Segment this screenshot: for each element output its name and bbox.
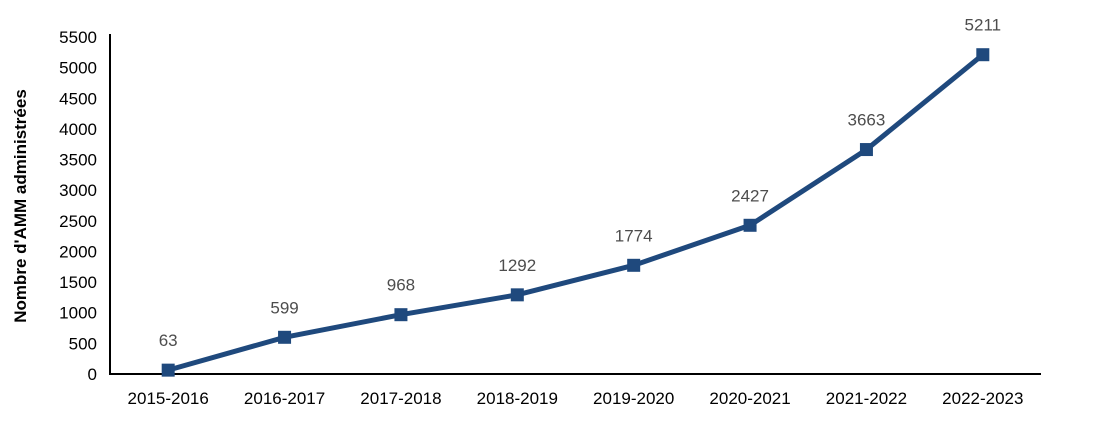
data-point-label: 2427 bbox=[731, 186, 769, 205]
y-tick-label: 5500 bbox=[59, 28, 97, 47]
y-tick-label: 1000 bbox=[59, 304, 97, 323]
data-point-marker bbox=[510, 288, 524, 302]
y-tick-label: 4000 bbox=[59, 120, 97, 139]
data-point-label: 599 bbox=[270, 298, 298, 317]
data-point-label: 5211 bbox=[965, 16, 1002, 35]
y-tick-label: 4500 bbox=[59, 89, 97, 108]
data-point-marker bbox=[627, 258, 641, 272]
data-point-marker bbox=[859, 143, 873, 157]
x-tick-label: 2019-2020 bbox=[593, 389, 674, 408]
x-tick-label: 2020-2021 bbox=[709, 389, 790, 408]
y-tick-label: 3000 bbox=[59, 181, 97, 200]
y-tick-label: 1500 bbox=[59, 273, 97, 292]
data-point-marker bbox=[394, 308, 408, 322]
y-tick-label: 2500 bbox=[59, 212, 97, 231]
y-tick-label: 3500 bbox=[59, 151, 97, 170]
data-point-marker bbox=[743, 218, 757, 232]
y-tick-label: 0 bbox=[88, 365, 97, 384]
data-line bbox=[167, 52, 985, 373]
data-point-marker bbox=[278, 330, 292, 344]
data-point-label: 1774 bbox=[615, 226, 653, 245]
y-tick-label: 2000 bbox=[59, 242, 97, 261]
data-point-label: 1292 bbox=[498, 256, 536, 275]
x-tick-label: 2018-2019 bbox=[477, 389, 558, 408]
x-tick-label: 2015-2016 bbox=[128, 389, 209, 408]
data-point-marker bbox=[976, 48, 990, 62]
data-point-label: 63 bbox=[159, 331, 178, 350]
y-tick-label: 5000 bbox=[59, 59, 97, 78]
data-point-marker bbox=[161, 363, 175, 377]
x-tick-label: 2021-2022 bbox=[826, 389, 907, 408]
data-point-label: 968 bbox=[387, 276, 415, 295]
data-point-label: 3663 bbox=[848, 111, 886, 130]
x-tick-label: 2022-2023 bbox=[942, 389, 1023, 408]
x-tick-label: 2017-2018 bbox=[360, 389, 441, 408]
y-tick-label: 500 bbox=[69, 334, 97, 353]
x-tick-label: 2016-2017 bbox=[244, 389, 325, 408]
